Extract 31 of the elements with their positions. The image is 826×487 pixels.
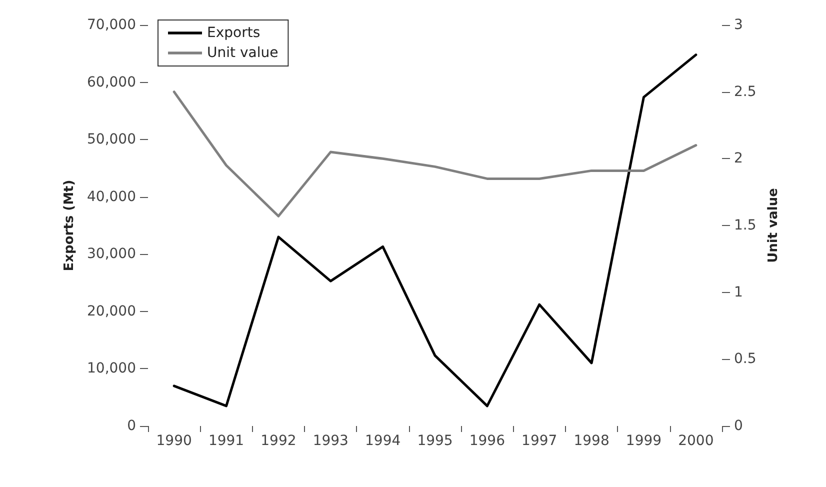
y2-tick-label: 2 — [734, 150, 743, 167]
y2-tick-label: 0.5 — [734, 351, 756, 368]
x-tick-label: 1995 — [417, 433, 453, 449]
y2-axis-title: Unit value — [766, 188, 782, 263]
y-tick-label: 20,000 — [87, 303, 136, 320]
y2-tick-label: 3 — [734, 17, 743, 33]
y-tick-label: 50,000 — [87, 132, 136, 148]
y-axis-title: Exports (Mt) — [62, 180, 78, 272]
y-tick-label: 30,000 — [87, 246, 136, 262]
x-tick-label: 1990 — [156, 433, 192, 449]
x-tick-label: 1997 — [522, 433, 558, 449]
x-tick-label: 1996 — [469, 433, 506, 449]
y2-tick-label: 2.5 — [734, 84, 756, 100]
y2-tick-label: 1 — [734, 284, 743, 300]
x-tick-label: 1991 — [208, 433, 244, 449]
y-tick-label: 60,000 — [87, 74, 136, 90]
y-tick-label: 70,000 — [87, 17, 136, 33]
y-tick-label: 40,000 — [87, 188, 136, 205]
y-tick-label: 10,000 — [87, 360, 136, 377]
y2-tick-label: 0 — [734, 418, 743, 434]
line-series — [172, 90, 698, 218]
y2-tick-label: 1.5 — [734, 218, 756, 234]
x-tick-label: 1998 — [574, 433, 610, 449]
y-tick-label: 0 — [127, 418, 136, 434]
x-tick-label: 1999 — [626, 433, 662, 449]
x-tick-label: 2000 — [678, 433, 714, 449]
x-tick-label: 1993 — [312, 433, 348, 449]
x-tick-label: 1994 — [365, 433, 401, 449]
x-tick-label: 1992 — [260, 433, 296, 449]
legend-label: Exports — [207, 25, 260, 41]
legend-label: Unit value — [207, 45, 278, 61]
